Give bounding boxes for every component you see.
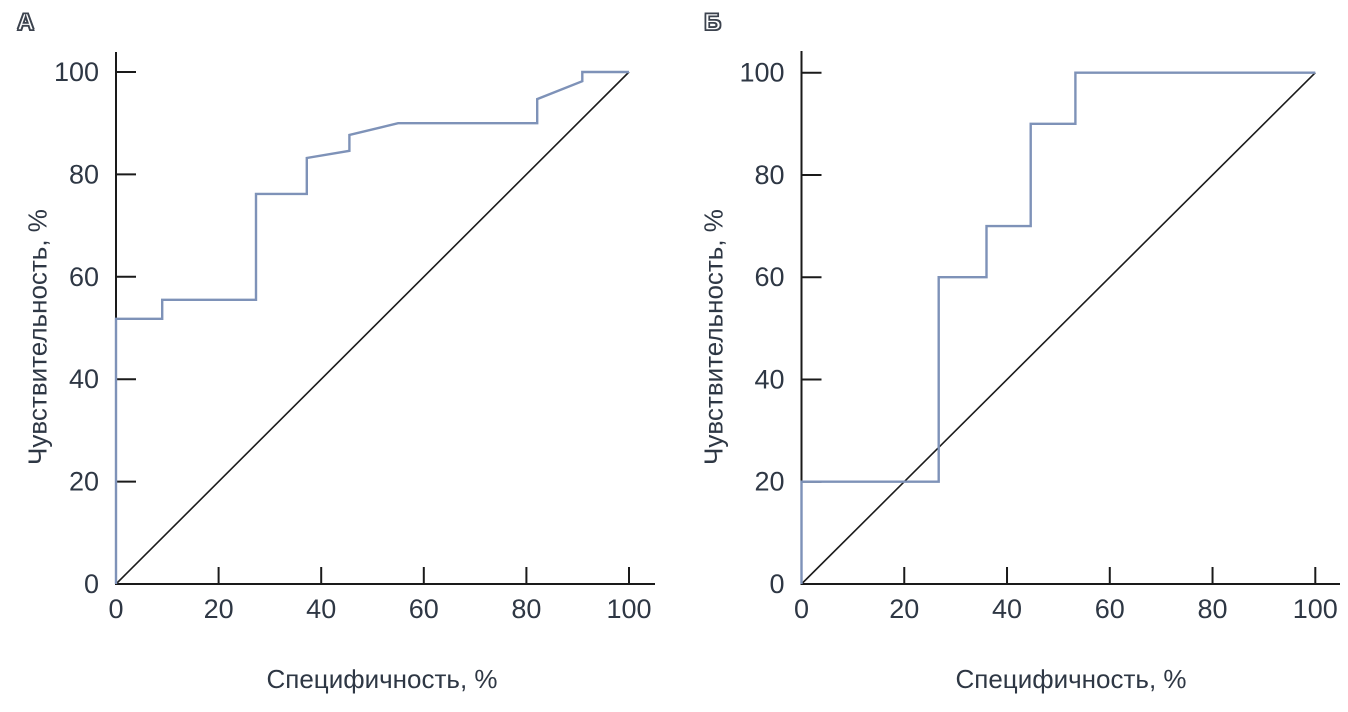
y-tick-label: 60: [69, 262, 99, 292]
reference-diagonal-line: [115, 71, 630, 585]
x-tick-label: 80: [1198, 594, 1228, 624]
x-tick-label: 0: [108, 594, 123, 624]
y-tick-label: 40: [69, 364, 99, 394]
y-tick-label: 0: [84, 569, 99, 599]
y-tick-label: 0: [769, 569, 784, 599]
roc-curve: [800, 71, 1316, 584]
x-tick-label: 60: [409, 594, 439, 624]
y-tick-label: 20: [754, 467, 784, 497]
panel-b-y-axis-title: Чувствительность, %: [698, 209, 729, 465]
x-tick-label: 20: [889, 594, 919, 624]
x-tick-label: 100: [606, 594, 651, 624]
roc-curve: [114, 70, 629, 584]
reference-diagonal-line: [800, 72, 1316, 585]
panel-a-letter: А: [16, 9, 35, 36]
y-tick-label: 80: [69, 159, 99, 189]
x-tick-label: 60: [1095, 594, 1125, 624]
panel-b-letter: Б: [703, 9, 722, 36]
y-tick-label: 80: [754, 160, 784, 190]
x-tick-label: 40: [306, 594, 336, 624]
x-tick-label: 100: [1293, 594, 1338, 624]
y-tick-label: 60: [754, 262, 784, 292]
x-tick-label: 0: [794, 594, 809, 624]
y-tick-label: 100: [54, 57, 99, 87]
panel-a-y-axis-title: Чувствительность, %: [22, 209, 53, 465]
y-tick-label: 20: [69, 467, 99, 497]
panel-b-x-axis-title: Специфичность, %: [955, 664, 1187, 694]
y-tick-label: 40: [754, 364, 784, 394]
x-tick-label: 20: [204, 594, 234, 624]
y-tick-label: 100: [739, 58, 784, 88]
x-tick-label: 80: [511, 594, 541, 624]
x-tick-label: 40: [992, 594, 1022, 624]
panel-a-x-axis-title: Специфичность, %: [266, 664, 498, 694]
